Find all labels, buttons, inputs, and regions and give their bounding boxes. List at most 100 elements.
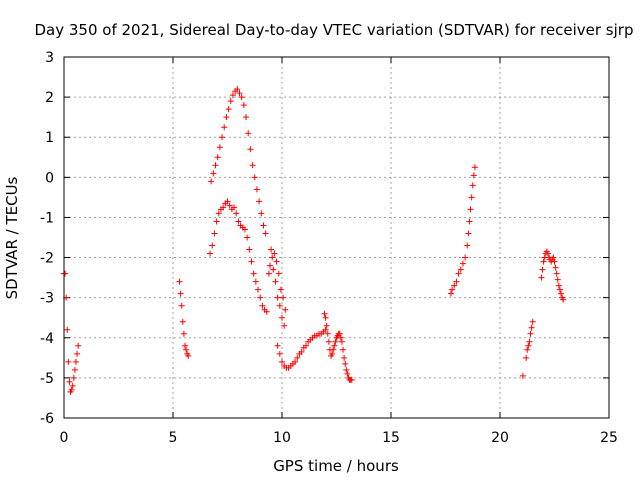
data-point xyxy=(213,218,220,225)
chart-title: Day 350 of 2021, Sidereal Day-to-day VTE… xyxy=(35,21,634,39)
data-point xyxy=(250,270,257,277)
data-point xyxy=(553,270,560,277)
data-point xyxy=(329,350,336,357)
data-point xyxy=(332,338,339,345)
x-tick-label: 15 xyxy=(382,430,400,446)
y-tick-label: 3 xyxy=(45,50,54,66)
data-point xyxy=(465,230,472,237)
data-point xyxy=(263,308,270,315)
data-point xyxy=(224,198,231,205)
data-point xyxy=(214,154,221,161)
data-point xyxy=(62,270,69,277)
data-point xyxy=(457,266,464,273)
data-point xyxy=(256,198,263,205)
y-axis-title: SDTVAR / TECUs xyxy=(3,176,21,299)
data-point xyxy=(68,386,75,393)
data-point xyxy=(207,250,214,257)
data-point xyxy=(277,286,284,293)
data-point xyxy=(248,258,255,265)
data-point xyxy=(526,338,533,345)
data-point xyxy=(275,270,282,277)
data-point xyxy=(229,92,236,99)
data-point xyxy=(449,286,456,293)
data-point xyxy=(212,162,219,169)
data-points xyxy=(61,86,567,395)
data-point xyxy=(276,350,283,357)
data-point xyxy=(244,234,251,241)
data-point xyxy=(540,258,547,265)
data-point xyxy=(210,170,217,177)
data-point xyxy=(331,342,338,349)
data-point xyxy=(325,338,332,345)
data-point xyxy=(469,182,476,189)
data-point xyxy=(271,250,278,257)
data-point xyxy=(219,134,226,141)
data-point xyxy=(179,318,186,325)
data-point xyxy=(270,266,277,273)
data-point xyxy=(279,314,285,321)
data-point xyxy=(181,342,188,349)
y-tick-label: -2 xyxy=(40,251,54,267)
data-point xyxy=(247,146,254,153)
data-point xyxy=(525,342,532,349)
data-point xyxy=(292,358,299,365)
data-point xyxy=(539,266,546,273)
plot-frame xyxy=(63,56,610,419)
data-point xyxy=(70,374,77,381)
axis-ticks xyxy=(63,56,610,419)
data-point xyxy=(183,346,190,353)
data-point xyxy=(323,322,330,329)
data-point xyxy=(241,226,248,233)
grid-lines xyxy=(64,57,609,418)
data-point xyxy=(455,270,462,277)
data-point xyxy=(464,242,471,249)
x-axis-title: GPS time / hours xyxy=(273,457,399,475)
data-point xyxy=(338,338,345,345)
y-tick-label: -6 xyxy=(40,411,54,427)
x-tick-label: 25 xyxy=(600,430,618,446)
data-point xyxy=(298,348,305,355)
data-point xyxy=(260,222,267,229)
data-point xyxy=(468,194,475,201)
data-point xyxy=(524,346,531,353)
data-point xyxy=(554,276,561,283)
data-point xyxy=(470,172,477,179)
x-tick-label: 20 xyxy=(491,430,509,446)
data-point xyxy=(227,98,234,105)
data-point xyxy=(342,360,349,367)
data-point xyxy=(64,326,71,333)
data-point xyxy=(322,314,329,321)
data-point xyxy=(240,102,247,109)
data-point xyxy=(556,286,563,293)
data-point xyxy=(282,306,289,313)
data-point xyxy=(180,330,187,337)
data-point xyxy=(274,342,281,349)
y-tick-label: -1 xyxy=(40,210,54,226)
data-point xyxy=(471,164,478,171)
data-point xyxy=(223,114,230,121)
data-point xyxy=(322,326,329,333)
data-point xyxy=(75,342,82,349)
data-point xyxy=(451,282,458,289)
data-point xyxy=(558,290,565,297)
data-point xyxy=(255,286,262,293)
data-point xyxy=(238,94,245,101)
data-point xyxy=(258,210,265,217)
data-point xyxy=(176,278,183,285)
data-point xyxy=(226,202,233,209)
data-point xyxy=(208,178,215,185)
data-point xyxy=(259,302,266,309)
data-point xyxy=(337,334,344,341)
data-point xyxy=(225,106,232,113)
data-point xyxy=(281,322,288,329)
data-point xyxy=(340,346,347,353)
data-point xyxy=(330,346,337,353)
data-point xyxy=(221,124,228,131)
data-point xyxy=(527,330,534,337)
data-point xyxy=(69,382,76,389)
data-point xyxy=(523,354,530,361)
data-point xyxy=(268,246,275,253)
data-point xyxy=(265,270,272,277)
data-point xyxy=(257,294,264,301)
